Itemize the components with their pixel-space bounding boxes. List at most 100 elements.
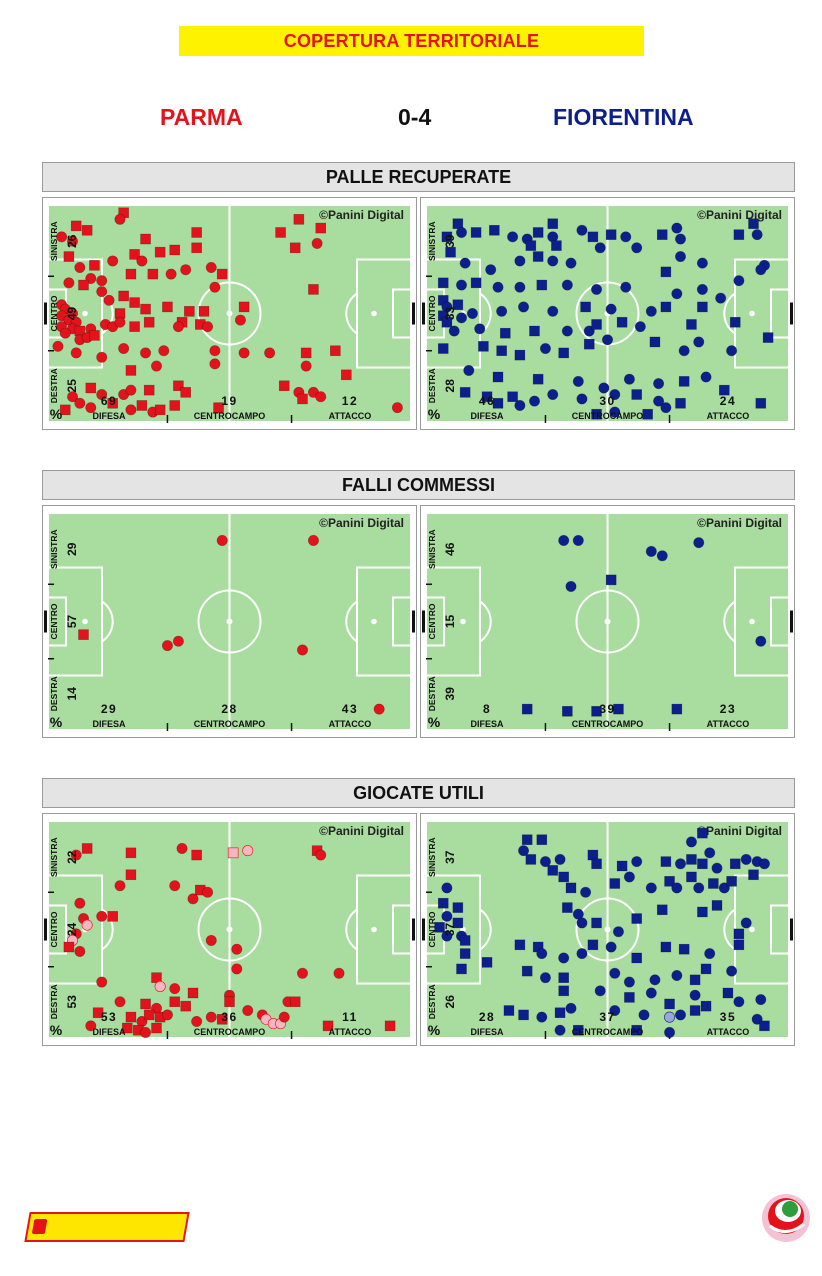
event-marker-square: [583, 338, 595, 350]
event-marker-square: [748, 869, 759, 881]
event-marker-circle: [634, 321, 646, 333]
event-marker-circle: [202, 886, 214, 898]
pitch-away-giocate-utili: ©Panini Digital SINISTRA CENTRO DESTRA 37 37 2…: [420, 813, 795, 1046]
event-marker-circle: [576, 948, 588, 960]
event-marker-square: [500, 327, 511, 339]
event-marker-square: [558, 347, 569, 359]
event-marker-square: [605, 574, 617, 586]
zone-label-attacco: ATTACCO: [707, 411, 750, 421]
event-marker-circle: [561, 325, 573, 337]
event-marker-circle: [151, 360, 163, 372]
event-marker-square: [478, 341, 489, 352]
event-marker-circle: [536, 1011, 548, 1023]
event-marker-square: [697, 301, 708, 313]
event-marker-circle: [700, 371, 712, 383]
event-marker-circle: [696, 283, 708, 295]
event-marker-square: [470, 227, 482, 238]
event-marker-circle: [507, 231, 519, 243]
event-marker-circle: [675, 858, 687, 870]
percent-destra: 53: [65, 995, 79, 1009]
event-marker-square: [591, 408, 602, 420]
percent-destra: 28: [443, 379, 457, 393]
event-marker-circle: [74, 945, 86, 957]
event-marker-square: [92, 1007, 104, 1019]
event-marker-square: [656, 229, 668, 240]
event-marker-square: [191, 242, 202, 254]
event-marker-circle: [693, 336, 705, 348]
event-marker-square: [125, 869, 137, 881]
watermark-text: ©Panini Digital: [697, 824, 782, 838]
event-marker-circle: [671, 222, 683, 234]
event-marker-circle: [554, 1024, 566, 1036]
event-marker-circle: [202, 321, 214, 333]
event-marker-circle: [539, 343, 551, 355]
event-marker-circle: [529, 395, 541, 407]
event-marker-circle: [187, 893, 199, 905]
event-marker-square: [224, 996, 235, 1008]
zone-label-difesa: DIFESA: [93, 1027, 127, 1037]
match-header: PARMA 0-4 FIORENTINA: [0, 104, 822, 138]
event-marker-circle: [653, 395, 665, 407]
event-marker-circle: [209, 345, 221, 357]
event-marker-circle: [125, 384, 137, 396]
event-markers: [78, 534, 385, 715]
event-marker-square: [660, 301, 672, 313]
event-marker-circle: [609, 406, 621, 418]
event-marker-square: [489, 224, 500, 236]
event-marker-circle: [234, 314, 246, 326]
event-marker-circle: [609, 389, 621, 401]
percent-destra: 14: [65, 687, 79, 701]
event-marker-circle: [125, 404, 137, 416]
zone-label-difesa: DIFESA: [471, 1027, 505, 1037]
percent-sinistra: 39: [443, 234, 457, 248]
percent-sinistra: 26: [65, 234, 79, 248]
goal-left: [44, 918, 47, 941]
percent-centro: 49: [65, 307, 79, 321]
event-marker-square: [216, 268, 228, 280]
event-marker-circle: [96, 910, 108, 922]
event-markers: [521, 534, 767, 717]
event-marker-circle: [576, 224, 588, 236]
event-marker-circle: [96, 389, 108, 401]
event-marker-circle: [572, 375, 584, 387]
event-marker-square: [722, 987, 734, 999]
event-marker-circle: [441, 882, 453, 894]
event-marker-square: [748, 218, 759, 230]
percent-attacco: 35: [720, 1010, 736, 1024]
event-marker-square: [452, 299, 464, 311]
percent-symbol: %: [50, 714, 63, 730]
pitch-lines: [425, 512, 790, 731]
event-marker-circle: [209, 281, 221, 293]
event-marker-circle: [161, 640, 173, 652]
event-marker-square: [591, 705, 602, 717]
event-marker-circle: [154, 980, 166, 992]
event-marker-square: [624, 992, 635, 1003]
zone-label-centrocampo: CENTROCAMPO: [194, 719, 266, 729]
event-marker-circle: [96, 351, 108, 363]
event-marker-square: [521, 965, 533, 977]
event-marker-square: [492, 371, 504, 383]
percent-centrocampo: 37: [599, 1010, 615, 1024]
event-marker-circle: [59, 327, 71, 339]
event-marker-square: [459, 935, 471, 946]
event-marker-square: [191, 849, 202, 861]
pitch-home-falli-commessi: ©Panini Digital SINISTRA CENTRO DESTRA 29 57 1…: [42, 505, 417, 738]
event-marker-circle: [649, 974, 661, 986]
zone-label-sinistra: SINISTRA: [427, 837, 437, 877]
event-marker-square: [129, 321, 140, 332]
pitch-graphic: ©Panini Digital SINISTRA CENTRO DESTRA 39 33 2…: [422, 204, 793, 423]
event-marker-square: [711, 900, 723, 911]
event-marker-square: [678, 943, 690, 955]
event-marker-square: [227, 847, 239, 859]
event-marker-square: [587, 939, 599, 951]
event-marker-square: [536, 279, 548, 291]
zone-label-centrocampo: CENTROCAMPO: [572, 1027, 644, 1037]
event-marker-circle: [645, 305, 657, 317]
report-title: COPERTURA TERRITORIALE: [283, 30, 540, 51]
event-marker-square: [70, 220, 82, 232]
event-marker-circle: [685, 836, 697, 848]
event-marker-circle: [333, 967, 345, 979]
event-marker-circle: [609, 967, 621, 979]
event-marker-square: [675, 397, 686, 409]
event-marker-circle: [81, 919, 93, 931]
